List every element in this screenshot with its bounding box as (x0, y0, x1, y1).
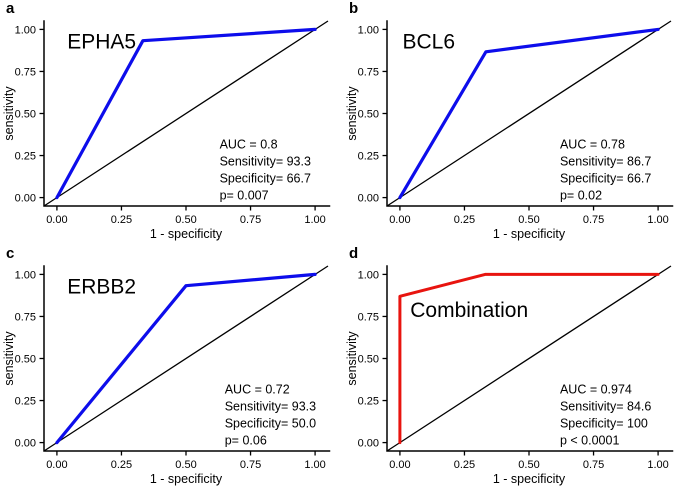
x-axis-tick-label: 1.00 (647, 214, 668, 226)
panel-letter-label: a (6, 0, 15, 17)
x-axis-tick-label: 0.75 (240, 214, 261, 226)
x-axis-tick-label: 0.50 (175, 459, 196, 471)
x-axis-tick-label: 0.25 (111, 459, 132, 471)
x-axis-tick-label: 1.00 (304, 214, 325, 226)
x-axis-tick-label: 0.00 (46, 459, 67, 471)
plot-title: ERBB2 (67, 276, 136, 299)
stats-annotation-line: Sensitivity= 84.6 (560, 399, 651, 413)
stats-annotation-line: Specificity= 100 (560, 416, 648, 430)
roc-panel-a: 0.00 0.25 0.50 0.75 1.00 0.00 0.25 0.50 0.75 1.00… (0, 0, 342, 244)
y-axis-title: sensitivity (345, 331, 359, 386)
stats-annotation-line: AUC = 0.72 (225, 382, 290, 396)
stats-annotation-line: p= 0.007 (220, 188, 269, 202)
stats-annotation-line: Sensitivity= 93.3 (220, 154, 311, 168)
y-axis-tick-label: 0.25 (358, 151, 379, 163)
x-axis-tick-label: 0.00 (389, 214, 410, 226)
y-axis-tick-label: 0.00 (15, 193, 36, 205)
roc-curve-line (398, 27, 660, 200)
y-axis-tick-label: 1.00 (358, 269, 379, 281)
axis-lines (386, 20, 674, 207)
x-axis-title: 1 - specificity (150, 472, 223, 486)
axis-lines (386, 265, 674, 452)
axis-lines (43, 20, 331, 207)
y-axis-tick-label: 0.00 (15, 438, 36, 450)
stats-annotation-line: Sensitivity= 93.3 (225, 399, 316, 413)
stats-annotation-line: p= 0.02 (560, 188, 602, 202)
y-axis-tick-label: 1.00 (358, 24, 379, 36)
roc-panel-b: 0.00 0.25 0.50 0.75 1.00 0.00 0.25 0.50 0.75 1.00… (343, 0, 685, 244)
y-axis-tick-label: 1.00 (15, 24, 36, 36)
plot-title: EPHA5 (67, 31, 136, 54)
roc-panel-c: 0.00 0.25 0.50 0.75 1.00 0.00 0.25 0.50 0.75 1.00… (0, 245, 342, 489)
stats-annotation-line: p < 0.0001 (560, 433, 619, 447)
roc-curve-line (398, 272, 660, 445)
y-axis-tick-label: 0.75 (358, 311, 379, 323)
y-axis-tick-label: 0.50 (15, 109, 36, 121)
y-axis-tick-label: 0.75 (358, 66, 379, 78)
x-axis-tick-label: 0.50 (518, 214, 539, 226)
y-axis-tick-label: 0.75 (15, 66, 36, 78)
x-axis-tick-label: 0.25 (454, 214, 475, 226)
roc-plot-svg: 0.00 0.25 0.50 0.75 1.00 0.00 0.25 0.50 0.75 1.00… (345, 245, 674, 486)
x-axis-tick-label: 0.75 (583, 214, 604, 226)
y-axis-tick-label: 1.00 (15, 269, 36, 281)
x-axis-title: 1 - specificity (150, 227, 223, 241)
panel-letter-label: c (6, 245, 14, 262)
x-axis-tick-label: 0.50 (518, 459, 539, 471)
x-axis-tick-label: 0.25 (454, 459, 475, 471)
stats-annotation-line: Specificity= 66.7 (560, 171, 651, 185)
y-axis-title: sensitivity (345, 86, 359, 141)
x-axis-tick-label: 0.75 (583, 459, 604, 471)
stats-annotation-line: Specificity= 50.0 (225, 416, 316, 430)
y-axis-title: sensitivity (2, 331, 16, 386)
roc-plot-svg: 0.00 0.25 0.50 0.75 1.00 0.00 0.25 0.50 0.75 1.00… (2, 245, 331, 486)
x-axis-tick-label: 0.50 (175, 214, 196, 226)
diagonal-reference-line (43, 20, 329, 207)
stats-annotation-line: Sensitivity= 86.7 (560, 154, 651, 168)
y-axis-tick-label: 0.75 (15, 311, 36, 323)
stats-annotation-line: AUC = 0.8 (220, 137, 278, 151)
x-axis-title: 1 - specificity (493, 227, 566, 241)
roc-plot-svg: 0.00 0.25 0.50 0.75 1.00 0.00 0.25 0.50 0.75 1.00… (345, 0, 674, 241)
roc-plot-svg: 0.00 0.25 0.50 0.75 1.00 0.00 0.25 0.50 0.75 1.00… (2, 0, 331, 241)
y-axis-title: sensitivity (2, 86, 16, 141)
x-axis-tick-label: 0.00 (46, 214, 67, 226)
roc-curve-line (55, 27, 317, 200)
stats-annotation-line: AUC = 0.78 (560, 137, 625, 151)
y-axis-tick-label: 0.00 (358, 193, 379, 205)
plot-title: BCL6 (402, 31, 455, 54)
plot-title: Combination (410, 299, 528, 322)
y-axis-tick-label: 0.25 (358, 396, 379, 408)
diagonal-reference-line (386, 265, 672, 452)
y-axis-tick-label: 0.25 (15, 396, 36, 408)
diagonal-reference-line (43, 265, 329, 452)
panel-letter-label: b (349, 0, 358, 17)
y-axis-tick-label: 0.50 (358, 354, 379, 366)
x-axis-tick-label: 0.75 (240, 459, 261, 471)
axis-lines (43, 265, 331, 452)
x-axis-tick-label: 1.00 (647, 459, 668, 471)
panel-letter-label: d (349, 245, 358, 262)
roc-panel-d: 0.00 0.25 0.50 0.75 1.00 0.00 0.25 0.50 0.75 1.00… (343, 245, 685, 489)
y-axis-tick-label: 0.25 (15, 151, 36, 163)
roc-curve-line (55, 272, 317, 445)
y-axis-tick-label: 0.00 (358, 438, 379, 450)
x-axis-tick-label: 0.25 (111, 214, 132, 226)
y-axis-tick-label: 0.50 (358, 109, 379, 121)
stats-annotation-line: AUC = 0.974 (560, 382, 632, 396)
stats-annotation-line: p= 0.06 (225, 433, 267, 447)
diagonal-reference-line (386, 20, 672, 207)
x-axis-tick-label: 1.00 (304, 459, 325, 471)
x-axis-title: 1 - specificity (493, 472, 566, 486)
y-axis-tick-label: 0.50 (15, 354, 36, 366)
stats-annotation-line: Specificity= 66.7 (220, 171, 311, 185)
x-axis-tick-label: 0.00 (389, 459, 410, 471)
